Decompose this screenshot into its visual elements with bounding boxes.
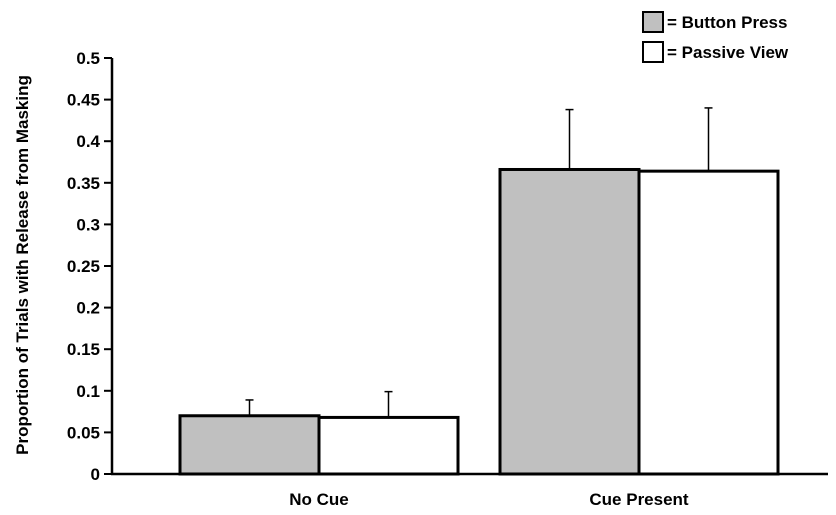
- y-tick-label: 0.1: [76, 382, 100, 401]
- legend-label: = Passive View: [667, 43, 789, 62]
- legend-swatch: [642, 41, 664, 63]
- bar-button-press-no-cue: [178, 414, 321, 476]
- y-tick-label: 0.05: [67, 423, 100, 442]
- y-tick-label: 0: [91, 465, 100, 484]
- y-tick-label: 0.15: [67, 340, 100, 359]
- y-tick-label: 0.25: [67, 257, 100, 276]
- bar-passive-view-cue-present: [637, 169, 780, 476]
- y-axis: 0 0.05 0.1 0.15 0.2 0.25 0.3 0.35 0.4 0.45 0.5: [67, 49, 114, 484]
- legend-swatch: [642, 11, 664, 33]
- y-tick-label: 0.2: [76, 299, 100, 318]
- y-tick-label: 0.35: [67, 174, 100, 193]
- x-axis: No Cue Cue Present: [111, 472, 828, 509]
- y-tick-label: 0.5: [76, 49, 100, 68]
- legend-label: = Button Press: [667, 13, 787, 32]
- y-axis-title: Proportion of Trials with Release from M…: [13, 75, 32, 455]
- error-bars: [245, 107, 713, 418]
- bar-passive-view-no-cue: [317, 415, 460, 476]
- category-label: Cue Present: [589, 490, 689, 509]
- bars: [178, 167, 780, 476]
- legend: = Button Press = Passive View: [642, 11, 789, 63]
- y-tick-label: 0.3: [76, 215, 100, 234]
- y-tick-label: 0.4: [76, 132, 100, 151]
- y-tick-label: 0.45: [67, 91, 100, 110]
- bar-button-press-cue-present: [498, 167, 641, 476]
- category-label: No Cue: [289, 490, 349, 509]
